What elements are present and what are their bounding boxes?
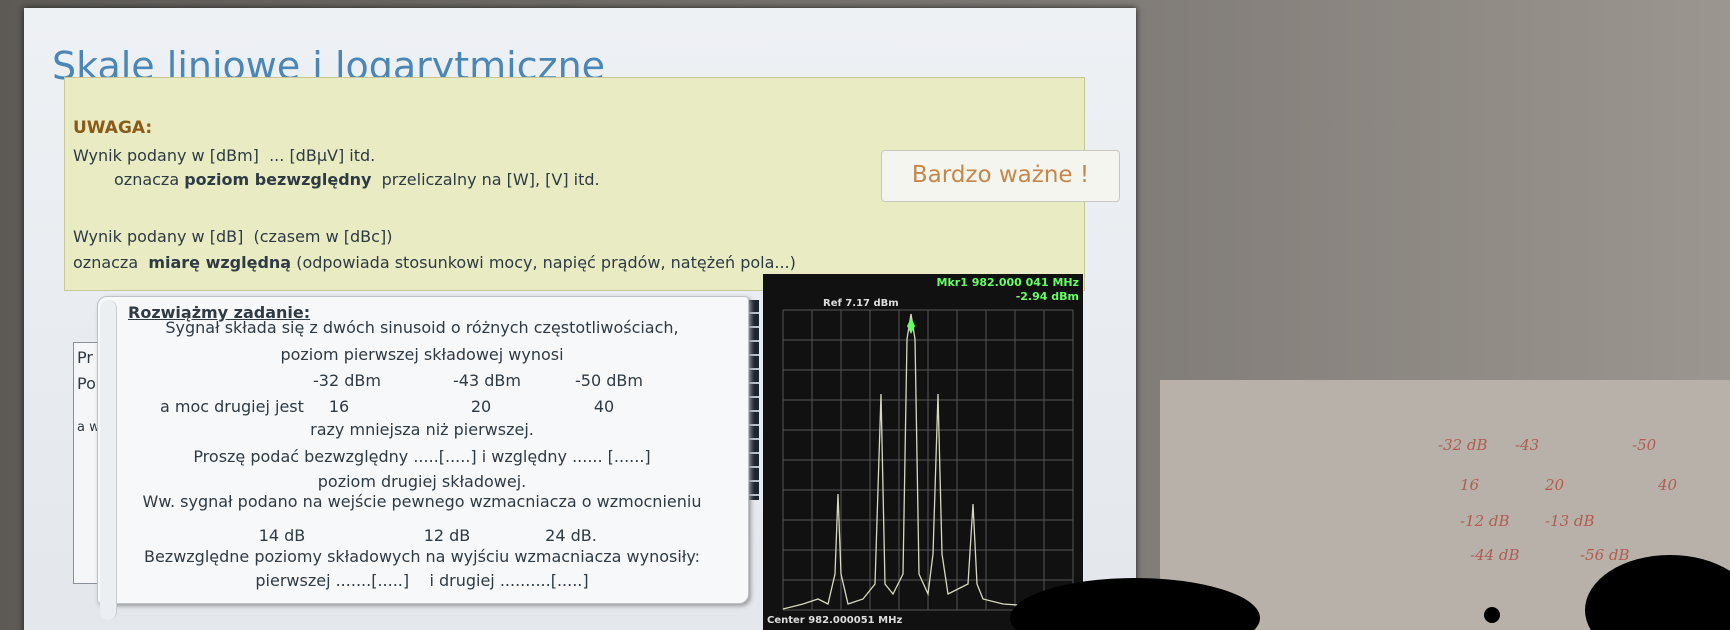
screen-bg [763,274,1083,630]
gain: 14 dB [258,526,306,545]
text: przeliczalny na [W], [V] itd. [371,170,600,189]
scroll-roll [100,300,117,620]
text: oznacza [73,253,149,272]
handwriting: 40 [1658,476,1678,494]
handwriting: 20 [1545,476,1565,494]
ratio: 16 [328,397,350,416]
task-line: poziom drugiej składowej. [317,472,527,491]
marker-freq: Mkr1 982.000 041 MHz [937,276,1079,289]
marker-level: -2.94 dBm [1016,290,1079,303]
fragment: a w [77,420,100,435]
task-line: Sygnał składa się z dwóch sinusoid o róż… [165,318,679,337]
handwriting: -13 dB [1545,512,1595,530]
emphasis: poziom bezwzględny [184,170,372,189]
handwriting: -12 dB [1460,512,1510,530]
note-line: oznacza poziom bezwzględny przeliczalny … [114,170,600,189]
grid [782,309,1074,611]
fragment: Po [77,374,96,393]
handwriting: 16 [1460,476,1480,494]
text: (odpowiada stosunkowi mocy, napięć prądó… [291,253,796,272]
note-line: Wynik podany w [dBm] ... [dBµV] itd. [73,146,376,165]
handwriting: -43 [1515,436,1540,454]
center-freq: Center 982.000051 MHz [767,615,902,626]
trace [782,313,1064,610]
ratio: 40 [593,397,615,416]
task-line: Bezwzględne poziomy składowych na wyjści… [143,547,701,566]
gain: 12 dB [423,526,471,545]
note-line: oznacza miarę względną (odpowiada stosun… [73,253,796,272]
note-line: Wynik podany w [dB] (czasem w [dBc]) [73,227,393,246]
badge-box [881,150,1120,202]
task-line: Proszę podać bezwzględny .....[.....] i … [193,447,651,466]
task-heading: Rozwiążmy zadanie: [128,303,311,322]
task-line: Ww. sygnał podano na wejście pewnego wzm… [142,492,702,511]
handwriting: -32 dB [1438,436,1488,454]
text: oznacza [114,170,185,189]
handwriting: -50 [1632,436,1657,454]
task-line: poziom pierwszej składowej wynosi [280,345,564,364]
badge: Bardzo ważne ! [911,162,1090,188]
task-line: pierwszej .......[.....] i drugiej .....… [255,571,589,590]
emphasis: miarę względną [148,253,292,272]
fragment: Pr [77,348,93,367]
task-line: razy mniejsza niż pierwszej. [310,420,534,439]
spectrum-screen: Mkr1 982.000 041 MHz -2.94 dBm Ref 7.17 … [763,274,1083,630]
ref-level: Ref 7.17 dBm [823,298,899,309]
level: -32 dBm [313,371,381,390]
level: -50 dBm [575,371,643,390]
gain: 24 dB. [545,526,597,545]
handwriting: -44 dB [1470,546,1520,564]
redaction [1484,607,1500,623]
task-scroll [97,296,749,604]
marker [907,318,915,334]
level: -43 dBm [453,371,521,390]
handwriting: -56 dB [1580,546,1630,564]
task-line: a moc drugiej jest [160,397,304,416]
note-heading: UWAGA: [73,118,153,138]
ratio: 20 [470,397,492,416]
